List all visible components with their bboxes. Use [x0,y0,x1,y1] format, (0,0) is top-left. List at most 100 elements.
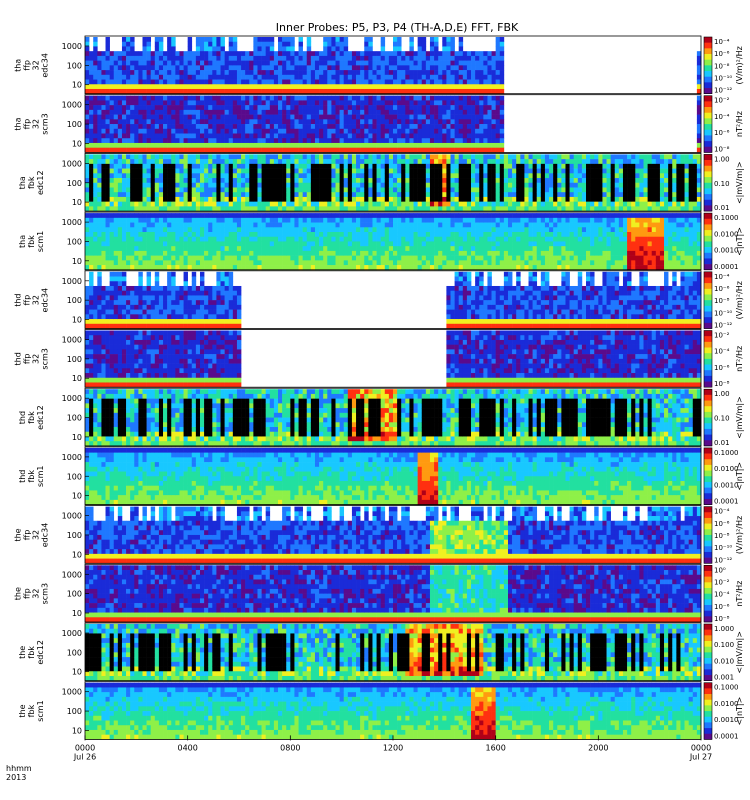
cell [294,222,299,228]
cell [175,74,180,80]
cell [327,154,332,160]
cell [475,206,480,212]
cell [93,60,98,66]
cell [89,79,94,85]
cell [659,201,665,207]
cell [475,88,480,95]
cell [631,201,636,207]
cell [302,100,308,106]
cell [204,51,209,57]
cell [212,213,217,219]
cell [335,255,340,261]
cell [142,133,147,139]
cell [495,142,501,148]
cell [113,109,119,115]
cell [512,154,517,160]
cell [261,65,266,71]
cell [495,84,501,90]
cell [360,95,365,101]
cell [598,178,603,184]
cell [450,159,455,165]
cell [204,46,209,52]
cell [356,100,361,106]
cell [126,46,131,52]
cell [417,142,423,148]
cell [335,95,340,101]
cell [208,154,213,160]
cell [438,128,443,134]
cell [409,206,414,212]
color-bar-segment [704,160,712,167]
cell [204,84,209,90]
cell [158,206,164,212]
cell [175,196,180,202]
cell [421,147,427,153]
cell [220,37,225,43]
cell [101,70,106,76]
cell [204,128,209,134]
cell [413,201,418,207]
cell [216,217,221,223]
cell [323,206,328,212]
cell [158,133,164,139]
cell [310,265,316,271]
cell [204,206,209,212]
cell [290,133,295,139]
cell [105,100,110,106]
cell [278,84,283,90]
cell [413,168,418,174]
cell [454,74,460,80]
cell [130,124,135,130]
cell [134,168,139,174]
cell [150,114,156,120]
cell [195,213,201,219]
cell [212,60,217,66]
cell [306,250,312,256]
cell [138,79,143,85]
cell [138,138,143,144]
cell [134,250,139,256]
cell [121,74,127,80]
cell [380,55,386,61]
cell [163,133,168,139]
cell [216,70,221,76]
cell [290,51,295,57]
cell [450,201,455,207]
cell [179,196,184,202]
cell [97,114,102,120]
cell [487,133,492,139]
cell [364,51,369,57]
cell [187,147,193,153]
cell [134,105,139,111]
cell [142,114,147,120]
cell [442,133,447,139]
cell [347,182,353,188]
cell [339,163,345,169]
cell [343,142,349,148]
cell [117,109,123,115]
cell [175,65,180,71]
cell [631,192,636,198]
cell [405,173,410,179]
cell [384,187,390,193]
cell [331,65,336,71]
cell [138,128,143,134]
cell [167,154,172,160]
cell [232,241,238,247]
cell [249,51,254,57]
cell [696,159,702,165]
cell [323,196,328,202]
cell [462,196,468,202]
cell [228,100,234,106]
cell [499,65,505,71]
cell [146,88,152,95]
cell [171,227,176,233]
cell [442,142,447,148]
cell [163,74,168,80]
cell [224,163,230,169]
cell [339,100,345,106]
cell [429,95,435,101]
cell [425,133,431,139]
cell [627,178,632,184]
cell [249,65,254,71]
